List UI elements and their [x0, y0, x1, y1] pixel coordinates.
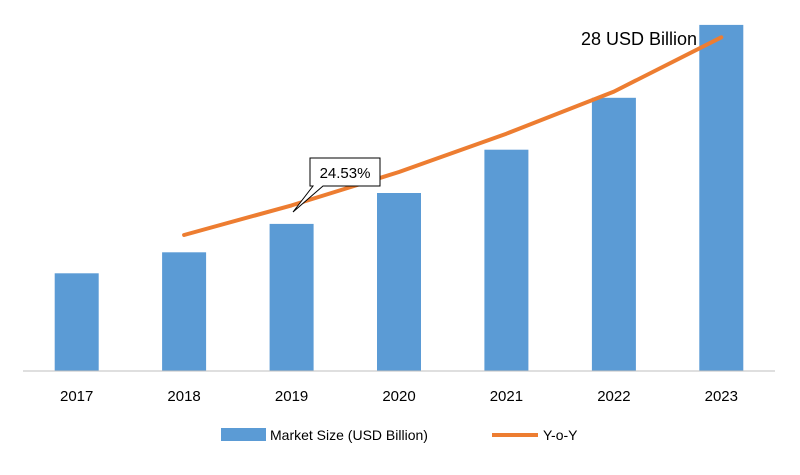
bar-2022 [591, 97, 636, 372]
yoy-trend-line [182, 35, 724, 237]
bar-2019 [269, 223, 314, 371]
x-tick-label-2019: 2019 [275, 388, 308, 405]
x-tick-label-2018: 2018 [167, 388, 200, 405]
bar-2017 [54, 273, 99, 371]
legend-label-yoy: Y-o-Y [543, 427, 578, 443]
bar-2018 [162, 252, 207, 371]
annotation-max-value: 28 USD Billion [581, 29, 697, 49]
bar-2020 [377, 193, 421, 371]
callout-label: 24.53% [320, 165, 371, 182]
x-tick-label-2017: 2017 [60, 388, 93, 405]
legend-label-market-size: Market Size (USD Billion) [270, 427, 428, 443]
bar-2021 [484, 149, 529, 371]
legend-swatch-market-size [221, 428, 266, 441]
legend: Market Size (USD Billion) Y-o-Y [221, 427, 578, 443]
annotation-callout: 24.53% [292, 157, 381, 213]
x-tick-label-2023: 2023 [705, 388, 738, 405]
x-tick-label-2021: 2021 [490, 388, 523, 405]
bar-2023 [699, 24, 744, 372]
callout-box [292, 157, 381, 213]
x-tick-label-2022: 2022 [597, 388, 630, 405]
x-tick-label-2020: 2020 [382, 388, 415, 405]
